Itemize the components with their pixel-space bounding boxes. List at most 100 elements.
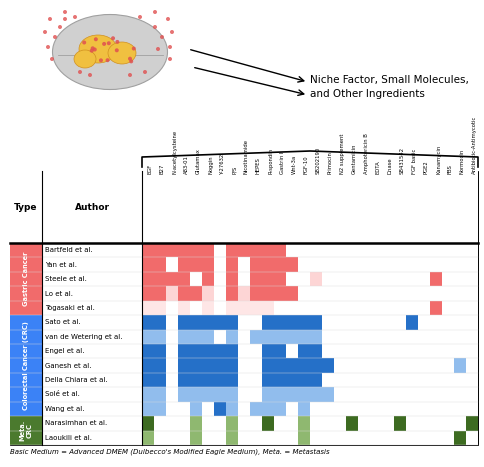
Bar [10, 171, 478, 445]
Circle shape [78, 70, 82, 74]
Ellipse shape [74, 50, 96, 68]
Bar [142, 330, 154, 344]
Bar [250, 243, 262, 257]
Text: Ganesh et al.: Ganesh et al. [45, 363, 91, 368]
Bar [142, 243, 154, 257]
Circle shape [153, 10, 157, 14]
Bar [190, 402, 202, 416]
Bar [298, 416, 310, 431]
Bar [214, 402, 226, 416]
Bar [10, 416, 42, 445]
Circle shape [73, 15, 77, 19]
Bar [226, 402, 238, 416]
Circle shape [63, 17, 67, 21]
Text: FBS: FBS [448, 164, 453, 174]
Bar [142, 416, 154, 431]
Bar [274, 373, 286, 387]
Bar [226, 243, 238, 257]
Circle shape [153, 25, 157, 29]
Bar [286, 315, 298, 330]
Bar [262, 416, 274, 431]
Bar [226, 373, 238, 387]
Text: Laoukili et al.: Laoukili et al. [45, 435, 92, 441]
Bar [178, 344, 190, 359]
Bar [250, 301, 262, 315]
Bar [190, 243, 202, 257]
Text: Y-27632: Y-27632 [220, 153, 225, 174]
Text: Bartfeld et al.: Bartfeld et al. [45, 247, 93, 253]
Circle shape [156, 47, 160, 51]
Bar [274, 315, 286, 330]
Bar [142, 402, 154, 416]
Bar [262, 387, 274, 402]
Bar [142, 373, 154, 387]
Ellipse shape [79, 35, 117, 63]
Text: N2 supplement: N2 supplement [340, 134, 345, 174]
Bar [454, 431, 466, 445]
Bar [310, 359, 322, 373]
Bar [238, 243, 250, 257]
Text: EGF: EGF [148, 164, 153, 174]
Text: Amphotericin B: Amphotericin B [364, 133, 369, 174]
Bar [202, 359, 214, 373]
Bar [178, 257, 190, 272]
Bar [214, 373, 226, 387]
Bar [178, 286, 190, 301]
Bar [430, 272, 442, 286]
Bar [274, 344, 286, 359]
Bar [178, 373, 190, 387]
Bar [190, 330, 202, 344]
Bar [250, 272, 262, 286]
Circle shape [53, 35, 57, 39]
Circle shape [63, 10, 67, 14]
Bar [262, 286, 274, 301]
Bar [154, 344, 166, 359]
Text: Glutamax: Glutamax [196, 148, 201, 174]
Bar [322, 387, 334, 402]
Bar [202, 330, 214, 344]
Circle shape [111, 36, 115, 40]
Bar [202, 243, 214, 257]
Circle shape [99, 58, 103, 63]
Bar [190, 431, 202, 445]
Circle shape [166, 17, 170, 21]
Bar [154, 286, 166, 301]
Text: Togasaki et al.: Togasaki et al. [45, 305, 95, 311]
Circle shape [48, 17, 52, 21]
Bar [154, 243, 166, 257]
Text: Sato et al.: Sato et al. [45, 319, 81, 325]
Bar [298, 431, 310, 445]
Circle shape [91, 46, 95, 50]
Circle shape [82, 41, 86, 44]
Text: Nicotinamide: Nicotinamide [244, 139, 249, 174]
Circle shape [58, 25, 62, 29]
Bar [286, 387, 298, 402]
Circle shape [94, 37, 98, 41]
Bar [298, 373, 310, 387]
Bar [262, 330, 274, 344]
Bar [430, 301, 442, 315]
Text: Normocin: Normocin [460, 149, 465, 174]
Text: EDTA: EDTA [376, 160, 381, 174]
Bar [262, 301, 274, 315]
Text: Colorectal Cancer (CRC): Colorectal Cancer (CRC) [23, 321, 29, 410]
Bar [166, 243, 178, 257]
Bar [286, 286, 298, 301]
Bar [190, 257, 202, 272]
Bar [226, 330, 238, 344]
Bar [274, 272, 286, 286]
Bar [202, 373, 214, 387]
Text: A83-01: A83-01 [184, 155, 189, 174]
Bar [142, 359, 154, 373]
Bar [142, 431, 154, 445]
Bar [286, 330, 298, 344]
Text: Gastric Cancer: Gastric Cancer [23, 252, 29, 306]
Text: SB202190: SB202190 [316, 147, 321, 174]
Text: Dnase: Dnase [388, 157, 393, 174]
Text: Kanamycin: Kanamycin [436, 145, 441, 174]
Bar [298, 330, 310, 344]
Text: HEPES: HEPES [256, 157, 261, 174]
Circle shape [93, 48, 97, 51]
Text: Lo et al.: Lo et al. [45, 290, 73, 297]
Text: Type: Type [14, 203, 38, 212]
